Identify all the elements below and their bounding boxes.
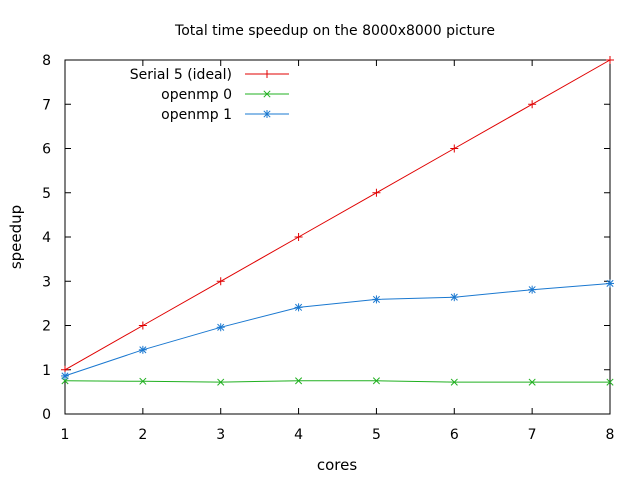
- x-tick-label: 8: [606, 427, 615, 443]
- data-point: [139, 377, 147, 385]
- y-tick-label: 6: [42, 142, 51, 158]
- series-line-1: [64, 380, 610, 383]
- data-point: [138, 345, 147, 354]
- y-tick-label: 3: [42, 274, 51, 290]
- legend-label: openmp 1: [161, 107, 232, 123]
- data-point: [450, 378, 458, 386]
- y-tick-label: 5: [42, 186, 51, 202]
- x-axis-label: cores: [317, 456, 357, 474]
- data-point: [450, 293, 459, 302]
- data-point: [528, 378, 536, 386]
- legend-label: openmp 0: [161, 87, 232, 103]
- y-tick-label: 1: [42, 363, 51, 379]
- data-point: [372, 377, 380, 385]
- series-line-2: [64, 283, 611, 377]
- series-lines: [61, 56, 614, 386]
- data-point: [450, 144, 459, 153]
- legend-marker: [263, 70, 271, 78]
- data-point: [372, 188, 381, 197]
- legend: Serial 5 (ideal) openmp 0 openmp 1: [130, 67, 289, 123]
- y-axis-label: speedup: [7, 205, 25, 269]
- data-point: [294, 233, 303, 241]
- x-tick-label: 6: [450, 427, 459, 443]
- data-point: [216, 323, 225, 332]
- data-point: [295, 377, 303, 385]
- data-point: [528, 100, 537, 109]
- data-point: [528, 285, 537, 294]
- chart-title: Total time speedup on the 8000x8000 pict…: [174, 23, 495, 39]
- x-tick-label: 4: [294, 427, 303, 443]
- y-tick-label: 4: [42, 230, 51, 246]
- data-point: [372, 295, 381, 304]
- x-tick-label: 7: [528, 427, 537, 443]
- y-tick-label: 7: [42, 97, 51, 113]
- y-tick-label: 0: [42, 407, 51, 423]
- data-point: [216, 277, 225, 286]
- data-point: [61, 371, 69, 380]
- series-line-0: [64, 59, 611, 371]
- data-point: [606, 279, 614, 288]
- plot-frame: [64, 59, 611, 415]
- x-tick-label: 3: [216, 427, 225, 443]
- x-tick-label: 2: [138, 427, 147, 443]
- legend-marker: [263, 90, 271, 98]
- data-point: [217, 378, 225, 386]
- y-tick-label: 2: [42, 319, 51, 335]
- legend-label: Serial 5 (ideal): [130, 67, 232, 83]
- data-point: [138, 321, 147, 330]
- legend-marker: [263, 110, 271, 118]
- x-tick-label: 5: [372, 427, 381, 443]
- y-tick-label: 8: [42, 53, 51, 69]
- data-point: [294, 303, 303, 312]
- x-tick-label: 1: [61, 427, 70, 443]
- data-point: [606, 56, 614, 64]
- data-point: [606, 378, 614, 386]
